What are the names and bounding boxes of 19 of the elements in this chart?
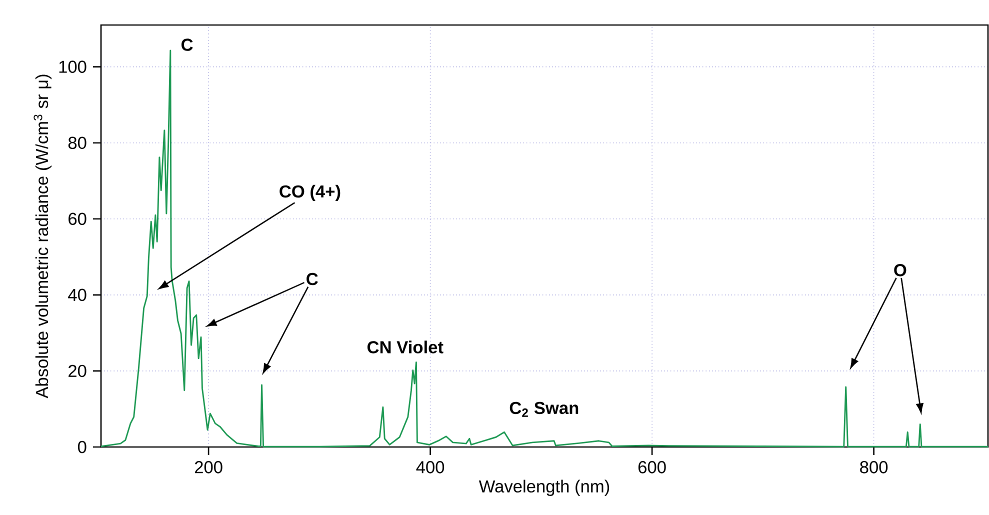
y-tick-label: 60 <box>68 212 86 226</box>
annotation: C <box>181 38 193 51</box>
x-tick-label: 600 <box>638 461 666 474</box>
annotation: C <box>306 272 318 286</box>
x-axis-title: Wavelength (nm) <box>478 480 610 496</box>
x-tick-label: 200 <box>194 461 222 474</box>
annotation: CO (4+) <box>280 184 340 202</box>
annotation: O <box>894 264 906 276</box>
x-tick-label: 400 <box>416 461 444 474</box>
y-tick-label: 80 <box>68 136 86 149</box>
y-tick-label: 40 <box>68 288 86 302</box>
y-axis-title: Absolute volumetric radiance (W/cm$^{3}$ sr μ) <box>34 74 52 398</box>
annotation: CN Violet <box>367 340 444 354</box>
y-tick-label: 0 <box>78 440 86 454</box>
line-series <box>100 50 989 448</box>
y-tick-label: 100 <box>59 60 86 73</box>
y-tick-label: 20 <box>68 364 86 378</box>
annotation: C$_{2}$ Swan <box>510 402 578 417</box>
x-tick-label: 800 <box>860 461 888 474</box>
